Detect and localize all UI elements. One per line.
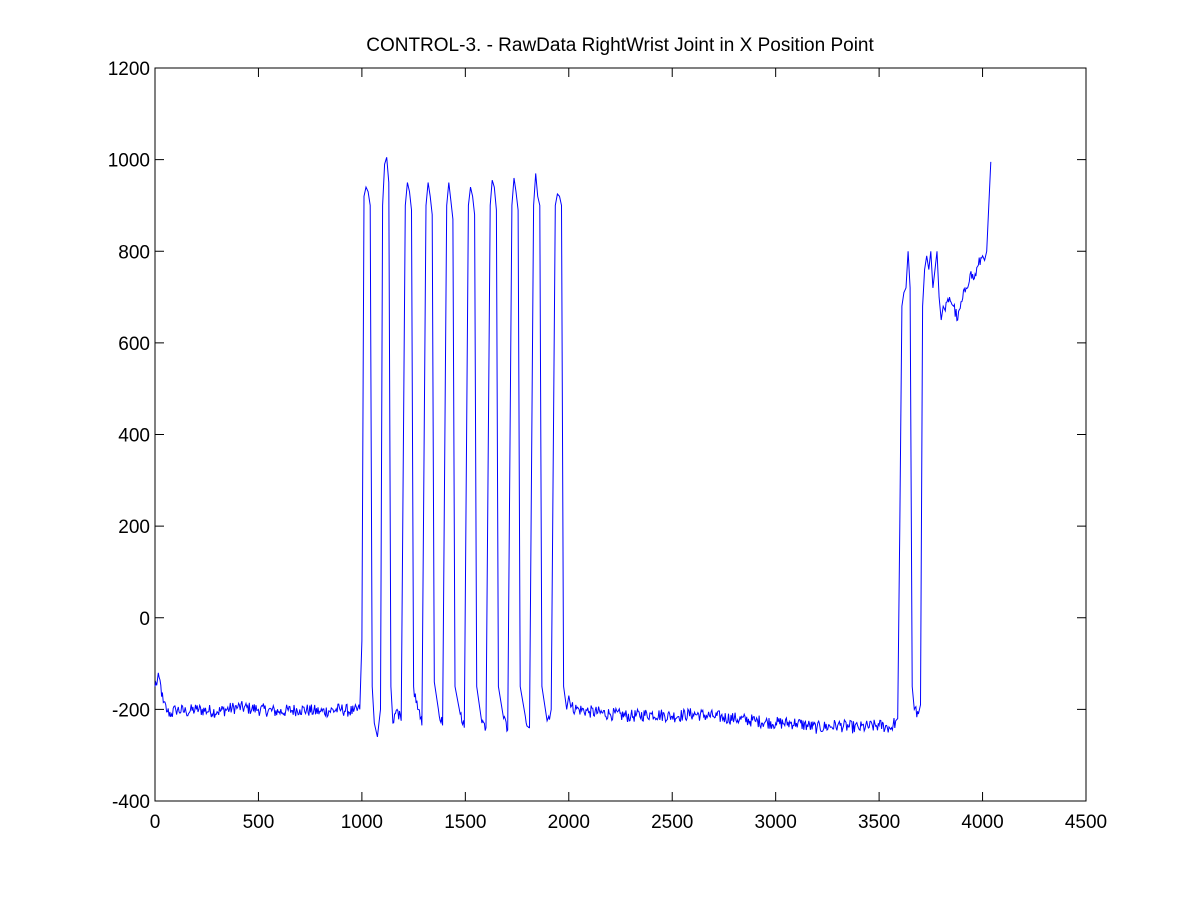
tick-marks — [154, 67, 1087, 802]
y-tick-label: 1000 — [108, 151, 150, 172]
x-tick-label: 2000 — [548, 812, 590, 833]
x-tick-label: 4000 — [961, 812, 1003, 833]
y-tick-label: 800 — [118, 242, 150, 263]
x-tick-label: 3500 — [858, 812, 900, 833]
x-tick-label: 1500 — [444, 812, 486, 833]
x-tick-label: 4500 — [1065, 812, 1107, 833]
y-tick-label: 400 — [118, 426, 150, 447]
x-tick-label: 1000 — [341, 812, 383, 833]
series-group — [154, 157, 992, 738]
y-tick-label: 600 — [118, 334, 150, 355]
x-tick-label: 500 — [243, 812, 275, 833]
x-tick-label: 0 — [150, 812, 161, 833]
chart-title: CONTROL-3. - RawData RightWrist Joint in… — [366, 35, 874, 56]
series-line — [154, 157, 992, 738]
plot-area — [154, 67, 1087, 802]
y-tick-label: -400 — [112, 792, 150, 813]
y-tick-labels: -400 -200 0 200 400 600 800 1000 1200 — [108, 59, 150, 813]
y-tick-label: -200 — [112, 700, 150, 721]
y-tick-label: 1200 — [108, 59, 150, 80]
y-tick-label: 0 — [139, 609, 150, 630]
y-tick-label: 200 — [118, 517, 150, 538]
x-tick-labels: 0 500 1000 1500 2000 2500 3000 3500 4000 4500 — [150, 812, 1107, 833]
x-tick-label: 3000 — [755, 812, 797, 833]
x-tick-label: 2500 — [651, 812, 693, 833]
